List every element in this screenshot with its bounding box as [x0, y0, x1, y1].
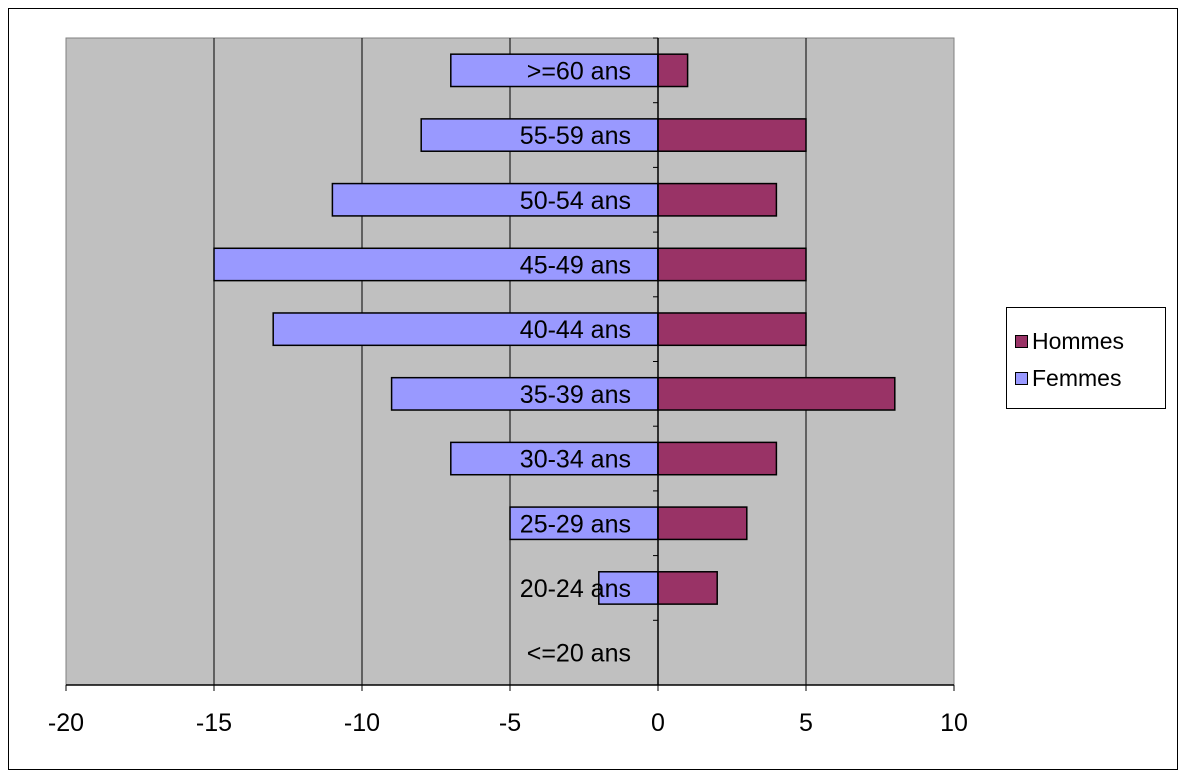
bar-femmes	[450, 53, 659, 88]
bar-femmes	[390, 376, 659, 411]
bar-hommes	[657, 506, 748, 541]
x-tick-label: 10	[940, 709, 968, 737]
category-label: 20-24 ans	[520, 575, 631, 603]
bar-hommes	[657, 53, 689, 88]
legend-label-femmes: Femmes	[1032, 364, 1122, 391]
x-tick-label: -10	[344, 709, 380, 737]
legend-label-hommes: Hommes	[1032, 327, 1125, 354]
category-label: 40-44 ans	[520, 316, 631, 344]
category-label: <=20 ans	[527, 640, 631, 668]
x-tick-label: 5	[799, 709, 813, 737]
legend-swatch-femmes	[1015, 371, 1028, 385]
bar-femmes	[420, 118, 659, 152]
category-label: 45-49 ans	[520, 251, 631, 279]
chart-legend: Hommes Femmes	[1006, 307, 1166, 409]
bar-hommes	[657, 441, 778, 476]
category-label: 30-34 ans	[520, 446, 631, 474]
x-tick-label: -20	[48, 709, 84, 737]
bar-hommes	[657, 182, 778, 217]
legend-entry-hommes: Hommes	[1015, 326, 1124, 356]
bar-hommes	[657, 571, 718, 605]
bar-femmes	[598, 571, 659, 605]
bar-hommes	[657, 118, 807, 152]
legend-swatch-hommes	[1015, 334, 1028, 348]
x-tick-label: -15	[196, 709, 232, 737]
category-label: >=60 ans	[527, 57, 631, 85]
bar-femmes	[331, 182, 659, 217]
bar-hommes	[657, 312, 807, 347]
category-label: 55-59 ans	[520, 122, 631, 150]
x-tick-label: -5	[499, 709, 521, 737]
category-label: 25-29 ans	[520, 510, 631, 538]
category-label: 35-39 ans	[520, 381, 631, 409]
bar-hommes	[657, 247, 807, 282]
category-label: 50-54 ans	[520, 187, 631, 215]
x-tick-label: 0	[651, 709, 665, 737]
bar-femmes	[450, 441, 659, 476]
legend-entry-femmes: Femmes	[1015, 363, 1121, 393]
bar-hommes	[657, 376, 896, 411]
bar-femmes	[213, 247, 659, 282]
bar-femmes	[272, 312, 659, 347]
